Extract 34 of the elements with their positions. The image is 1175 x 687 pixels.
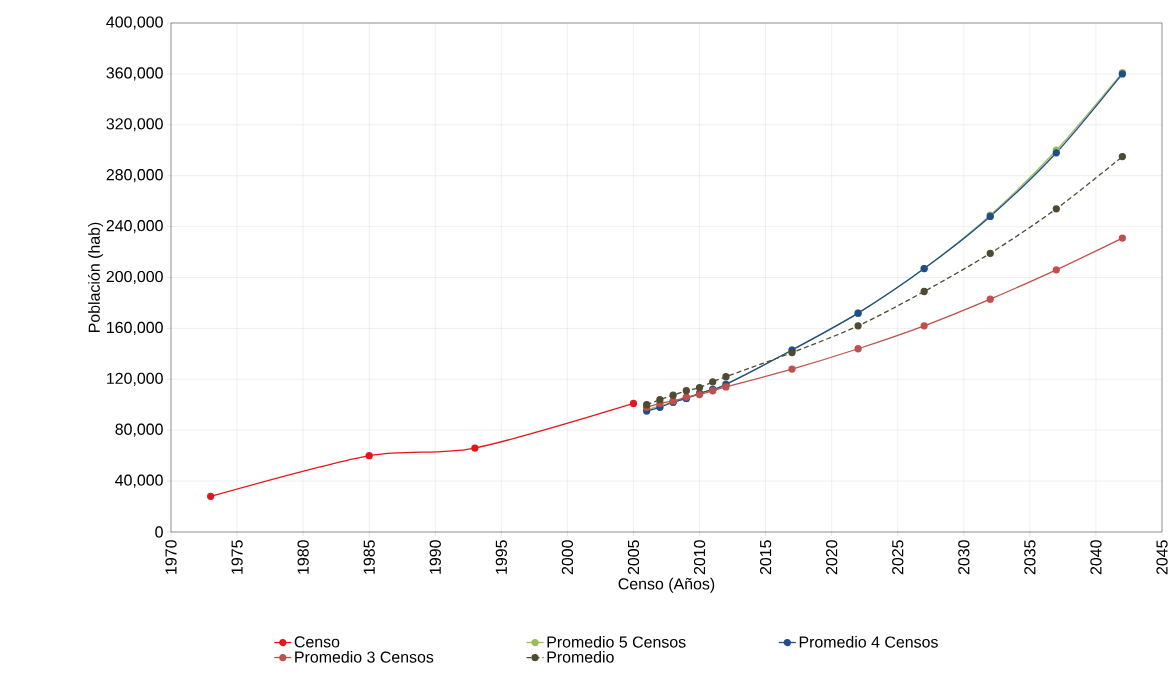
y-tick-label: 160,000 xyxy=(107,321,163,335)
x-tick-label: 2025 xyxy=(892,540,904,575)
x-tick-label: 2045 xyxy=(1156,540,1168,575)
y-tick-label: 120,000 xyxy=(107,372,163,386)
legend-label: Promedio 3 Censos xyxy=(295,651,434,663)
x-tick-label: 2005 xyxy=(627,540,640,575)
y-axis-title: Población (hab) xyxy=(87,222,104,333)
x-tick-label: 2000 xyxy=(561,540,574,575)
y-tick-label: 0 xyxy=(155,526,163,538)
x-tick-label: 2035 xyxy=(1024,540,1036,575)
x-axis-title: Censo (Años) xyxy=(618,577,715,593)
y-tick-label: 240,000 xyxy=(106,220,163,234)
x-tick-label: 1990 xyxy=(429,540,441,574)
y-tick-label: 280,000 xyxy=(106,169,163,183)
legend-label: Promedio 5 Censos xyxy=(547,636,686,648)
y-tick-label: 400,000 xyxy=(106,16,163,30)
x-tick-label: 1970 xyxy=(165,540,177,574)
x-tick-label: 1980 xyxy=(297,540,309,574)
legend-label: Promedio 4 Censos xyxy=(799,636,938,648)
x-tick-label: 2015 xyxy=(759,540,772,575)
x-tick-label: 1985 xyxy=(363,540,375,574)
x-tick-label: 1995 xyxy=(495,540,507,574)
y-tick-label: 320,000 xyxy=(106,118,163,132)
y-tick-label: 80,000 xyxy=(115,423,163,437)
x-tick-label: 2040 xyxy=(1090,540,1102,575)
y-tick-label: 40,000 xyxy=(115,474,163,488)
legend-label: Censo xyxy=(294,636,340,648)
y-tick-label: 360,000 xyxy=(106,67,163,81)
x-tick-label: 2020 xyxy=(826,540,838,575)
legend-label: Promedio xyxy=(547,651,614,663)
x-tick-label: 2030 xyxy=(958,540,970,575)
x-tick-label: 2010 xyxy=(693,540,706,575)
y-tick-label: 200,000 xyxy=(106,270,163,285)
x-tick-label: 1975 xyxy=(231,540,243,574)
